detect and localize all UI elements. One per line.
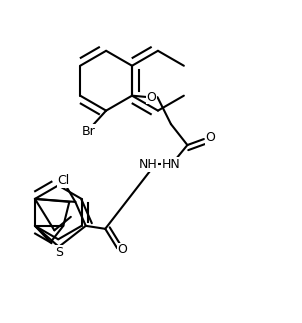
Text: Br: Br [81, 125, 95, 138]
Text: O: O [205, 131, 215, 144]
Text: O: O [118, 243, 127, 256]
Text: NH: NH [139, 158, 158, 171]
Text: HN: HN [162, 158, 180, 171]
Text: S: S [56, 246, 63, 259]
Text: Cl: Cl [57, 174, 69, 187]
Text: O: O [146, 91, 156, 104]
